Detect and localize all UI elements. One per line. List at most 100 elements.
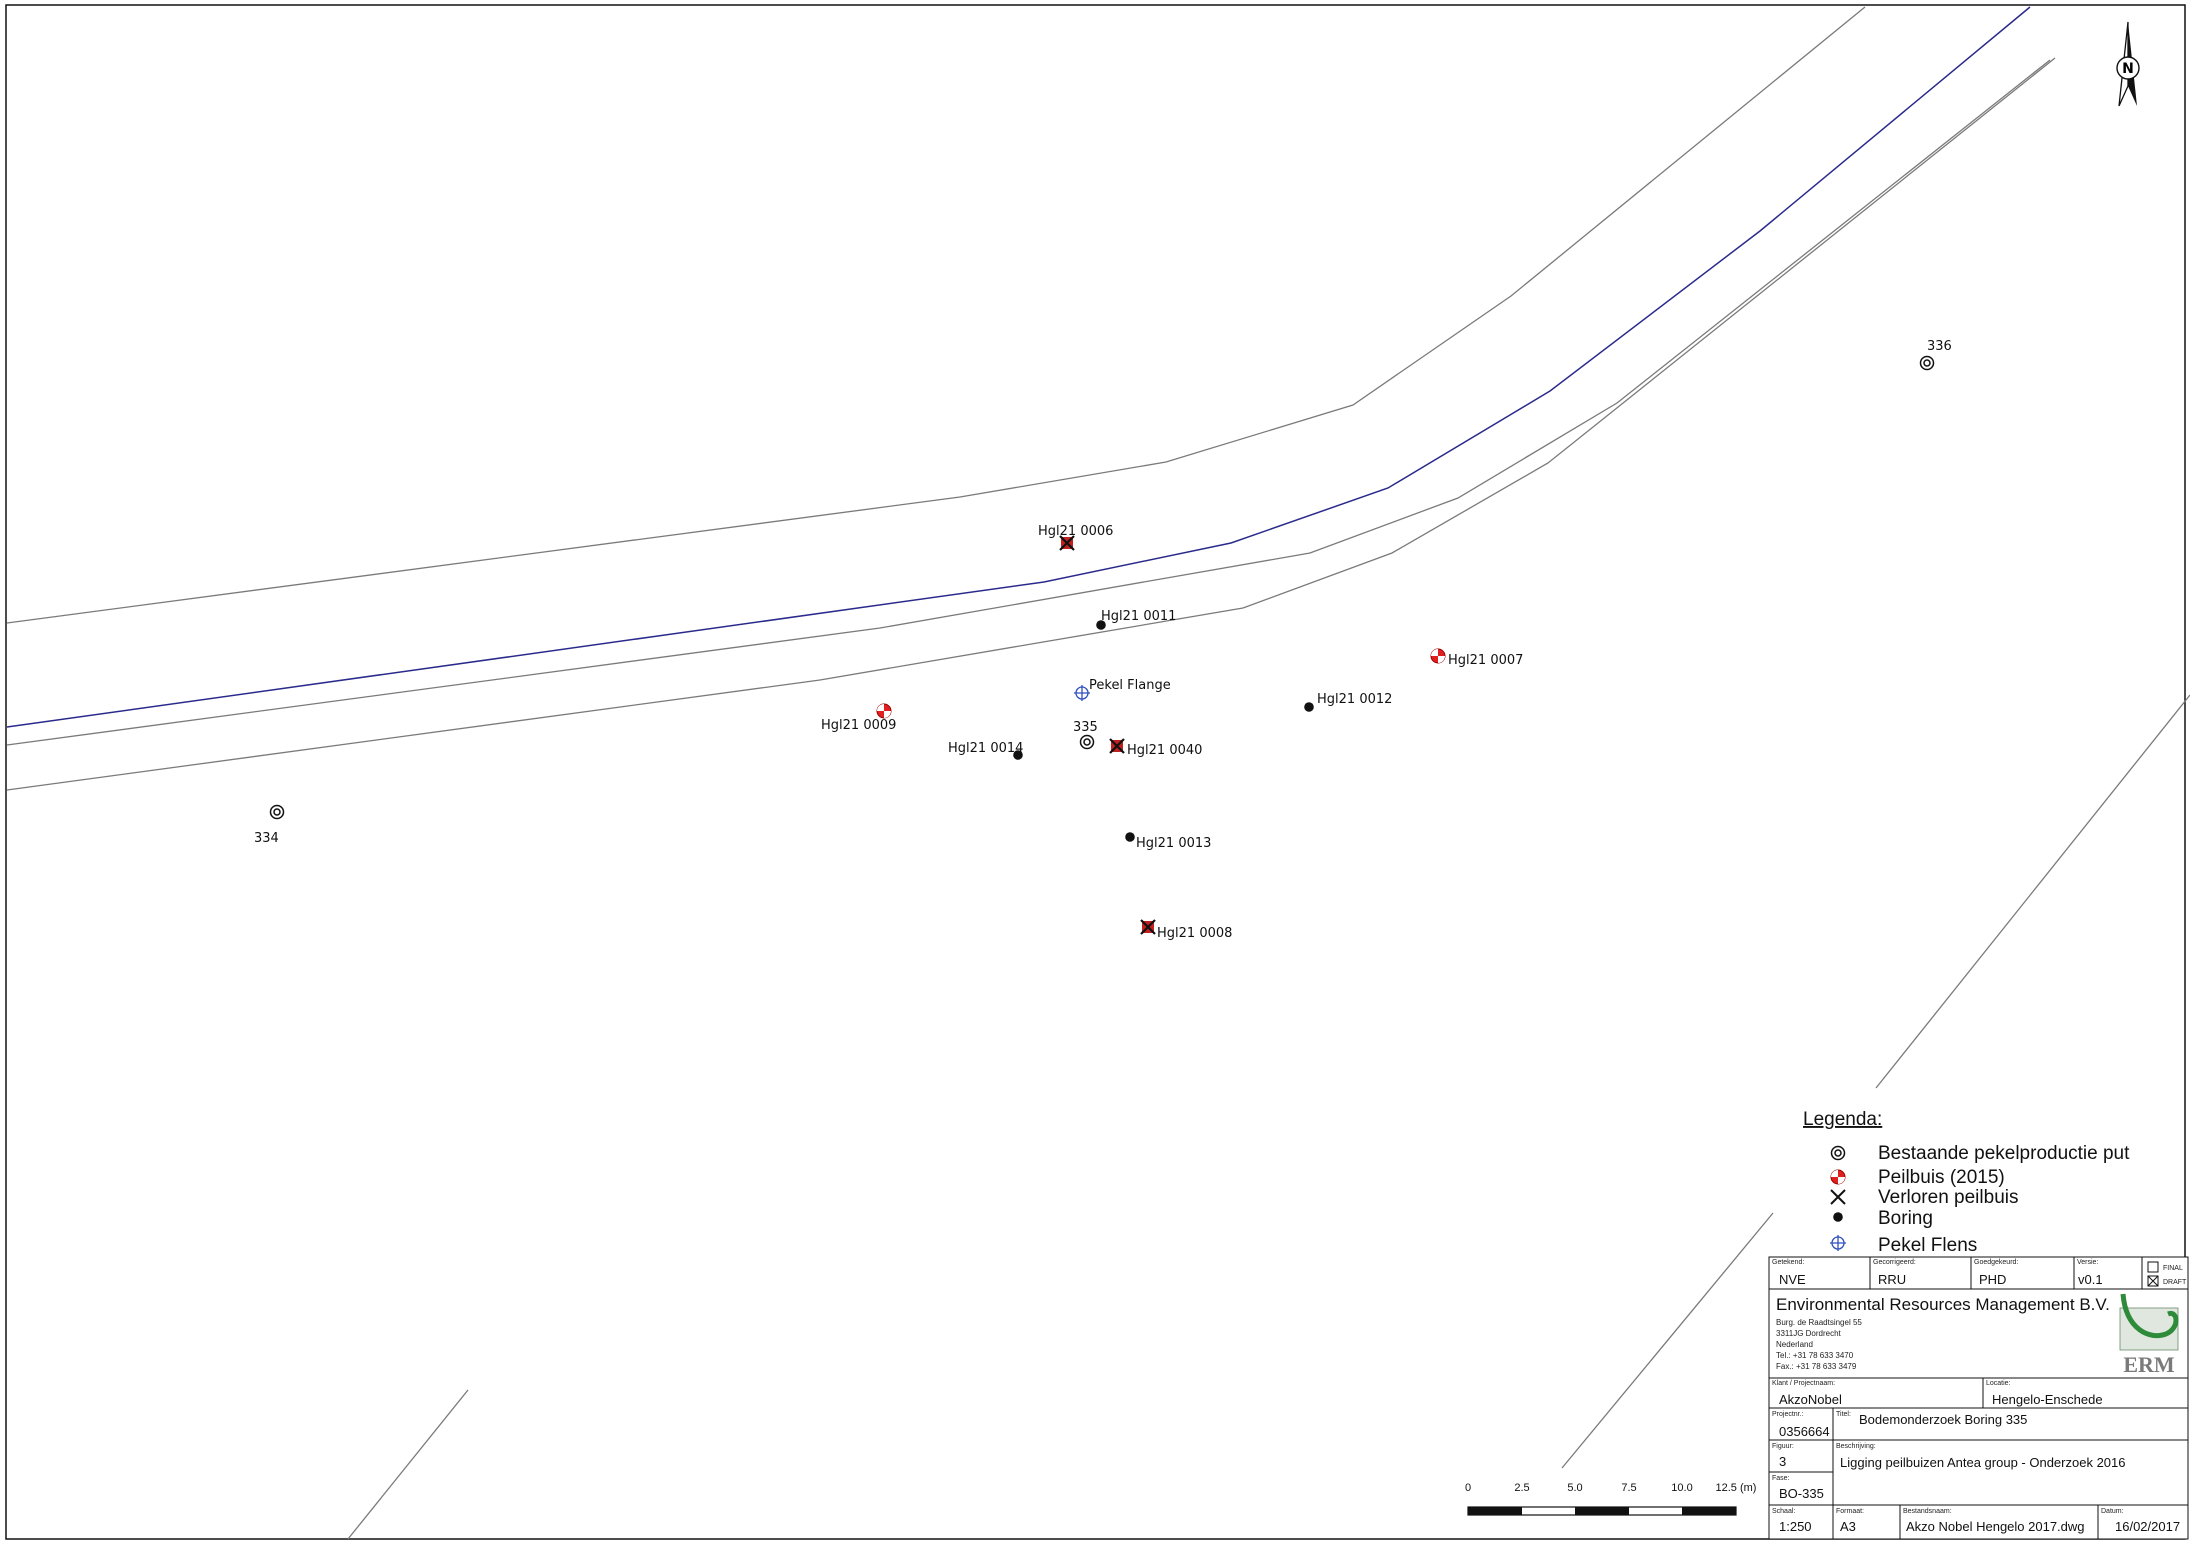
goedgekeurd-value: PHD: [1979, 1272, 2006, 1287]
label-pekel-flange: Pekel Flange: [1089, 678, 1171, 693]
scale-tick: 0: [1465, 1482, 1471, 1494]
scale-tick: 5.0: [1567, 1482, 1582, 1494]
formaat-value: A3: [1840, 1519, 1856, 1534]
scale-tick: 12.5 (m): [1716, 1482, 1757, 1494]
figuur-value: 3: [1779, 1454, 1786, 1469]
versie-label: Versie:: [2077, 1259, 2098, 1266]
bestandsnaam-value: Akzo Nobel Hengelo 2017.dwg: [1906, 1519, 2085, 1534]
locatie-label: Locatie:: [1986, 1380, 2011, 1387]
label-334: 334: [254, 831, 279, 846]
label-hgl21-0007: Hgl21 0007: [1448, 653, 1523, 668]
road-lines: [6, 6, 2190, 1540]
title-block: [1768, 1256, 2189, 1540]
address-line: Tel.: +31 78 633 3470: [1776, 1351, 1854, 1360]
pekelput-icon[interactable]: [1079, 734, 1095, 750]
address-line: Fax.: +31 78 633 3479: [1776, 1362, 1857, 1371]
parcel-line-southwest: [347, 1389, 469, 1540]
address-line: Burg. de Raadtsingel 55: [1776, 1318, 1862, 1327]
titel-label: Titel:: [1836, 1411, 1851, 1418]
klant-label: Klant / Projectnaam:: [1772, 1380, 1835, 1387]
parcel-line-southeast: [1561, 1212, 1774, 1469]
fase-value: BO-335: [1779, 1486, 1824, 1501]
draft-label: DRAFT: [2163, 1279, 2187, 1286]
boring-dot-icon[interactable]: [1013, 750, 1023, 760]
gecorrigeerd-value: RRU: [1878, 1272, 1906, 1287]
label-hgl21-0014: Hgl21 0014: [948, 741, 1023, 756]
formaat-label: Formaat:: [1836, 1508, 1864, 1515]
double-circle-icon: [1830, 1145, 1846, 1161]
beschrijving-value: Ligging peilbuizen Antea group - Onderzo…: [1840, 1455, 2126, 1470]
lost-peilbuis-icon[interactable]: [1108, 737, 1126, 755]
address-line: 3311JG Dordrecht: [1776, 1329, 1842, 1338]
goedgekeurd-label: Goedgekeurd:: [1974, 1259, 2018, 1266]
title-block-text: Getekend: NVE Gecorrigeerd: RRU Goedgeke…: [1772, 1259, 2187, 1534]
map-frame: [5, 4, 2186, 1540]
datum-label: Datum:: [2101, 1508, 2124, 1515]
scale-bar: 0 2.5 5.0 7.5 10.0 12.5 (m): [1465, 1482, 1757, 1516]
legend-item-label: Bestaande pekelproductie put: [1878, 1143, 2130, 1164]
north-label: N: [2122, 61, 2134, 77]
label-hgl21-0012: Hgl21 0012: [1317, 692, 1392, 707]
klant-value: AkzoNobel: [1779, 1392, 1842, 1407]
label-hgl21-0011: Hgl21 0011: [1101, 609, 1176, 624]
canal-line: [6, 6, 2031, 728]
cross-icon: [1830, 1189, 1846, 1205]
label-hgl21-0013: Hgl21 0013: [1136, 836, 1211, 851]
parcel-line-east: [1875, 694, 2190, 1089]
label-hgl21-0008: Hgl21 0008: [1157, 926, 1232, 941]
titel-value: Bodemonderzoek Boring 335: [1859, 1412, 2027, 1427]
label-335: 335: [1073, 720, 1098, 735]
getekend-label: Getekend:: [1772, 1259, 1804, 1266]
red-quartered-circle-icon: [1830, 1169, 1846, 1185]
legend-item-label: Boring: [1878, 1208, 1933, 1229]
schaal-value: 1:250: [1779, 1519, 1812, 1534]
final-label: FINAL: [2163, 1265, 2183, 1272]
boring-dot-icon[interactable]: [1304, 702, 1314, 712]
gecorrigeerd-label: Gecorrigeerd:: [1873, 1259, 1916, 1266]
erm-logo-text: ERM: [2123, 1352, 2175, 1377]
scale-tick: 7.5: [1621, 1482, 1636, 1494]
final-checkbox[interactable]: [2147, 1261, 2159, 1273]
versie-value: v0.1: [2078, 1272, 2103, 1287]
legend-item-label: Pekel Flens: [1878, 1235, 1977, 1256]
label-hgl21-0006: Hgl21 0006: [1038, 524, 1113, 539]
legend-item-label: Verloren peilbuis: [1878, 1187, 2018, 1208]
projectnr-label: Projectnr.:: [1772, 1411, 1804, 1418]
label-hgl21-0009: Hgl21 0009: [821, 718, 896, 733]
address-line: Nederland: [1776, 1340, 1813, 1349]
locatie-value: Hengelo-Enschede: [1992, 1392, 2103, 1407]
blue-crosshair-icon: [1829, 1234, 1847, 1252]
legend-title: Legenda:: [1803, 1109, 1882, 1130]
company-name: Environmental Resources Management B.V.: [1776, 1295, 2110, 1314]
figuur-label: Figuur:: [1772, 1443, 1794, 1450]
erm-logo: ERM: [2119, 1293, 2179, 1377]
bestandsnaam-label: Bestandsnaam:: [1903, 1508, 1952, 1515]
pekelput-icon[interactable]: [269, 804, 285, 820]
getekend-value: NVE: [1779, 1272, 1806, 1287]
road-edge-inner: [6, 59, 2051, 746]
map-points: Hgl21 0006 Hgl21 0011 Hgl21 0007 Pekel F…: [254, 339, 1952, 941]
scale-tick: 2.5: [1514, 1482, 1529, 1494]
peilbuis-icon[interactable]: [1430, 648, 1446, 664]
boring-dot-icon[interactable]: [1096, 620, 1106, 630]
beschrijving-label: Beschrijving:: [1836, 1443, 1876, 1450]
schaal-label: Schaal:: [1772, 1508, 1795, 1515]
legend-item-label: Peilbuis (2015): [1878, 1167, 2005, 1188]
boring-dot-icon[interactable]: [1125, 832, 1135, 842]
north-arrow: N: [2116, 21, 2140, 107]
legend: Legenda: Bestaande pekelproductie put Pe…: [1803, 1109, 2130, 1256]
black-dot-icon: [1833, 1212, 1843, 1222]
scale-tick: 10.0: [1671, 1482, 1692, 1494]
road-edge-north: [6, 6, 1866, 624]
projectnr-value: 0356664: [1779, 1424, 1830, 1439]
lost-peilbuis-icon[interactable]: [1139, 918, 1157, 936]
checkmark-icon: [2147, 1275, 2159, 1287]
fase-label: Fase:: [1772, 1475, 1790, 1482]
label-336: 336: [1927, 339, 1952, 354]
pekel-flens-icon[interactable]: [1073, 684, 1091, 702]
pekelput-icon[interactable]: [1919, 355, 1935, 371]
label-hgl21-0040: Hgl21 0040: [1127, 743, 1202, 758]
peilbuis-icon[interactable]: [876, 703, 892, 719]
datum-value: 16/02/2017: [2115, 1519, 2180, 1534]
